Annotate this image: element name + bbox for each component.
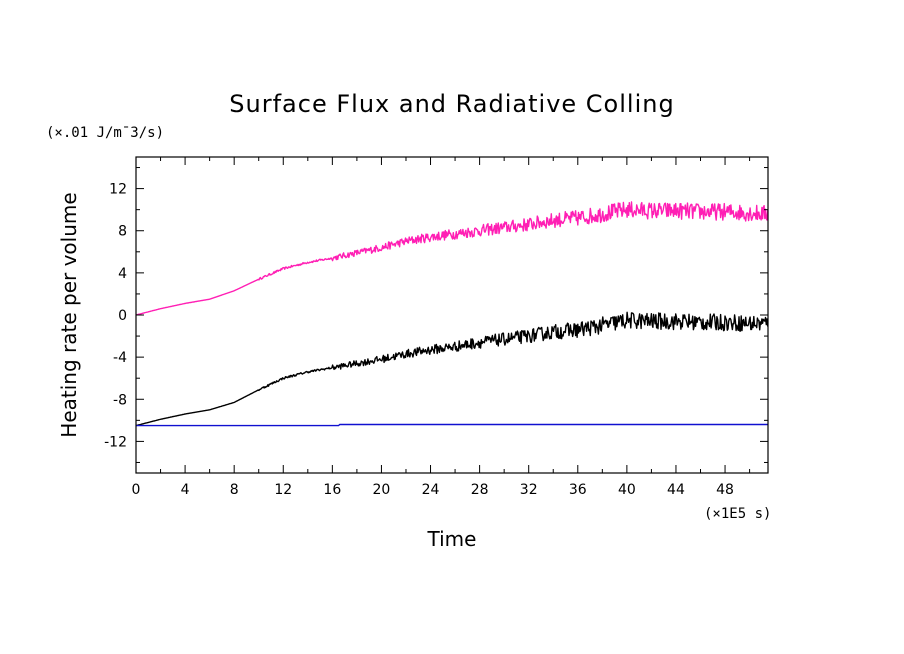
series-line-3 [136,423,768,427]
y-tick-label: -12 [104,434,127,450]
x-tick-label: 8 [230,482,239,498]
y-tick-label: -4 [113,350,127,366]
series-line-1 [135,201,769,316]
x-axis-unit: (×1E5 s) [704,506,771,522]
y-tick-label: -8 [113,392,127,408]
y-tick-label: 12 [109,182,127,198]
x-tick-label: 4 [181,482,190,498]
y-tick-label: 4 [118,266,127,282]
plot-frame [135,156,769,474]
x-tick-label: 12 [274,482,292,498]
x-tick-label: 28 [471,482,489,498]
x-tick-label: 20 [373,482,391,498]
x-tick-label: 36 [569,482,587,498]
x-axis-label: Time [427,527,477,551]
y-axis-label: Heating rate per volume [57,192,81,437]
x-tick-label: 16 [323,482,341,498]
chart-title: Surface Flux and Radiative Colling [229,90,674,118]
y-axis-unit: (×.01 J/m¯3/s) [46,125,164,141]
series-line-2 [135,311,769,427]
x-tick-label: 48 [716,482,734,498]
series-layer [135,201,769,427]
y-tick-label: 0 [118,308,127,324]
x-tick-label: 0 [132,482,141,498]
y-tick-label: 8 [118,224,127,240]
x-tick-label: 24 [422,482,440,498]
x-tick-label: 44 [667,482,685,498]
x-tick-label: 40 [618,482,636,498]
x-tick-label: 32 [520,482,538,498]
